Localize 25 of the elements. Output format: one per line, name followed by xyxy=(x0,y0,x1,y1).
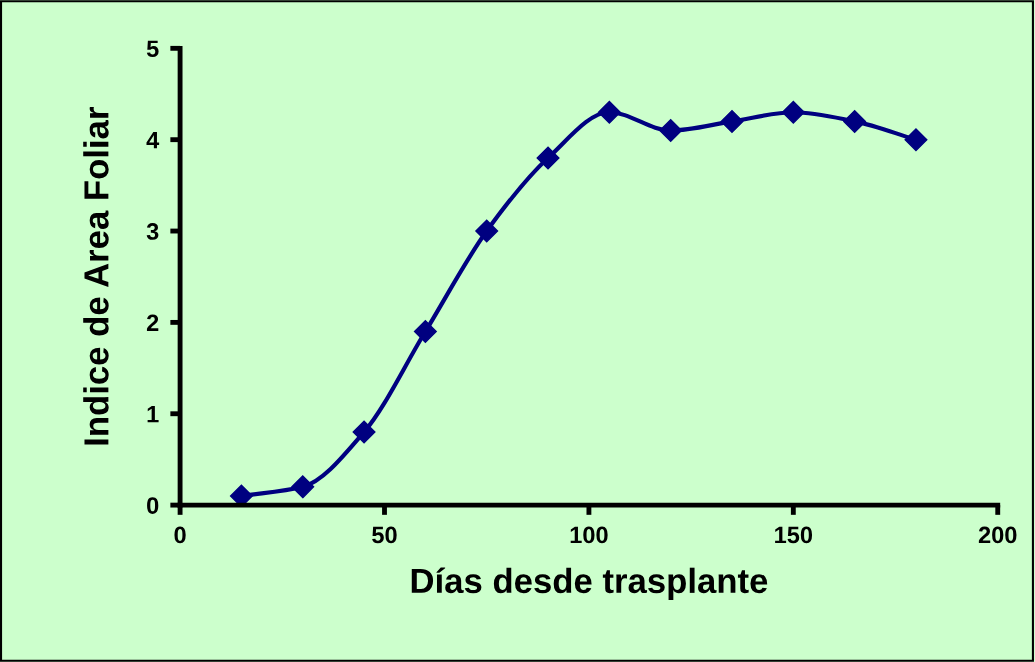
x-axis-title: Días desde trasplante xyxy=(411,567,768,601)
point xyxy=(413,320,437,344)
point xyxy=(291,475,315,499)
point xyxy=(229,484,253,506)
point xyxy=(843,109,867,133)
y-tick-label: 2 xyxy=(146,314,159,331)
y-axis-title: Indice de Area Foliar xyxy=(83,107,109,445)
point xyxy=(781,100,805,124)
y-tick-label: 0 xyxy=(147,497,159,514)
x-tick-label: 100 xyxy=(570,526,608,544)
x-tick-label: 200 xyxy=(978,526,1017,544)
y-tick-label: 3 xyxy=(146,223,159,240)
x-tick-label: 50 xyxy=(372,526,397,544)
point xyxy=(536,146,560,170)
point xyxy=(475,219,499,243)
y-tick-label: 4 xyxy=(146,131,160,149)
point xyxy=(597,100,621,124)
y-tick-label: 5 xyxy=(146,40,159,58)
point xyxy=(352,420,376,444)
point xyxy=(659,119,683,143)
point xyxy=(720,109,744,133)
y-tick-label: 1 xyxy=(147,406,159,423)
x-tick-label: 150 xyxy=(775,526,813,544)
point xyxy=(904,128,928,152)
x-tick-label: 0 xyxy=(174,526,186,544)
